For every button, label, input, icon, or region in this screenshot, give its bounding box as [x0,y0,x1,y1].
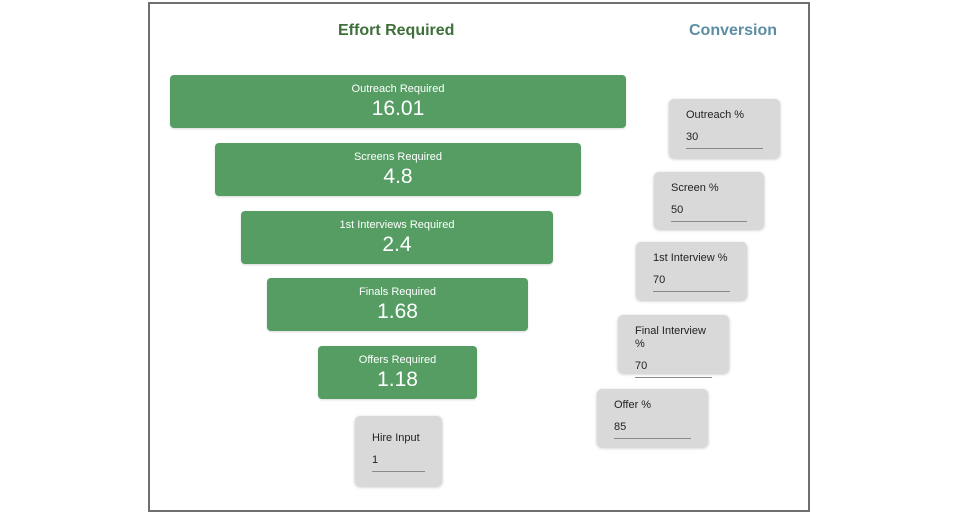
outreach-required-bar: Outreach Required 16.01 [170,75,626,128]
final-interview-percent-card: Final Interview % 70 [618,315,729,378]
conversion-heading: Conversion [689,22,778,39]
outreach-percent-field[interactable]: 30 [686,130,763,149]
offer-percent-card: Offer % 85 [597,389,708,447]
effort-required-heading: Effort Required [338,22,455,39]
bar-label: Outreach Required [351,83,445,95]
offer-percent-field[interactable]: 85 [614,420,691,439]
bar-value: 1.18 [377,368,418,391]
final-interview-percent-field[interactable]: 70 [635,359,712,378]
hire-input-label: Hire Input [372,432,420,444]
hire-input-card: Hire Input 1 [355,416,442,486]
offer-percent-label: Offer % [614,399,652,411]
first-interviews-required-bar: 1st Interviews Required 2.4 [241,211,553,264]
offers-required-bar: Offers Required 1.18 [318,346,477,399]
screen-percent-label: Screen % [671,182,719,194]
screen-percent-card: Screen % 50 [654,172,764,229]
first-interview-percent-card: 1st Interview % 70 [636,242,747,300]
bar-label: Offers Required [358,354,437,366]
final-interview-percent-label: Final Interview % [635,325,706,350]
bar-value: 2.4 [382,233,412,256]
bar-value: 16.01 [371,97,425,120]
bar-label: 1st Interviews Required [339,219,455,231]
screen-percent-field[interactable]: 50 [671,203,747,222]
bar-label: Screens Required [353,151,443,163]
first-interview-percent-label: 1st Interview % [653,252,728,264]
screens-required-bar: Screens Required 4.8 [215,143,581,196]
finals-required-bar: Finals Required 1.68 [267,278,528,331]
outreach-percent-card: Outreach % 30 [669,99,780,158]
bar-value: 1.68 [377,300,418,323]
first-interview-percent-field[interactable]: 70 [653,273,730,292]
bar-label: Finals Required [358,286,437,298]
hire-input-field[interactable]: 1 [372,453,425,472]
outreach-percent-label: Outreach % [686,109,745,121]
bar-value: 4.8 [383,165,413,188]
